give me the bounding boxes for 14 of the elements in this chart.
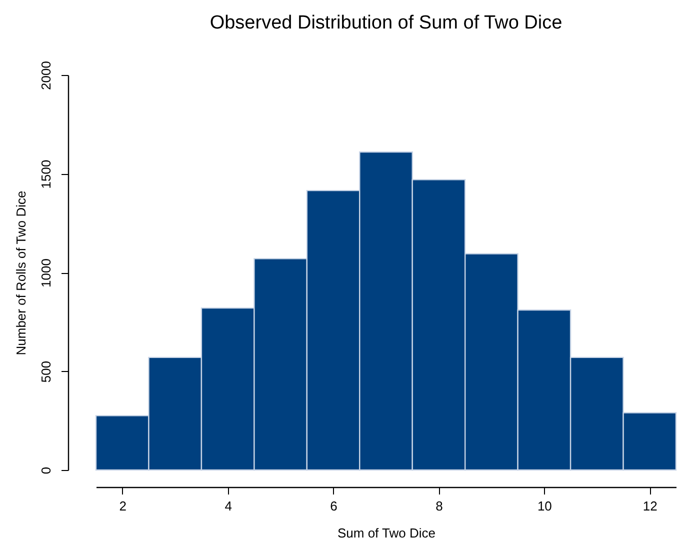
- y-tick-label: 1000: [38, 258, 54, 288]
- x-tick-label: 6: [330, 498, 338, 514]
- y-tick-label: 500: [38, 360, 54, 383]
- x-tick-label: 8: [436, 498, 443, 514]
- y-tick-label: 2000: [38, 61, 54, 90]
- x-axis-title: Sum of Two Dice: [337, 526, 436, 540]
- x-tick-label: 4: [224, 498, 232, 514]
- x-tick-label: 12: [642, 498, 658, 514]
- y-tick-label: 0: [38, 466, 54, 474]
- x-tick-label: 10: [537, 498, 552, 514]
- chart-title: Observed Distribution of Sum of Two Dice: [210, 12, 562, 34]
- y-axis-title: Number of Rolls of Two Dice: [14, 190, 28, 356]
- y-tick-label: 1500: [38, 160, 54, 189]
- x-tick-label: 2: [119, 498, 126, 514]
